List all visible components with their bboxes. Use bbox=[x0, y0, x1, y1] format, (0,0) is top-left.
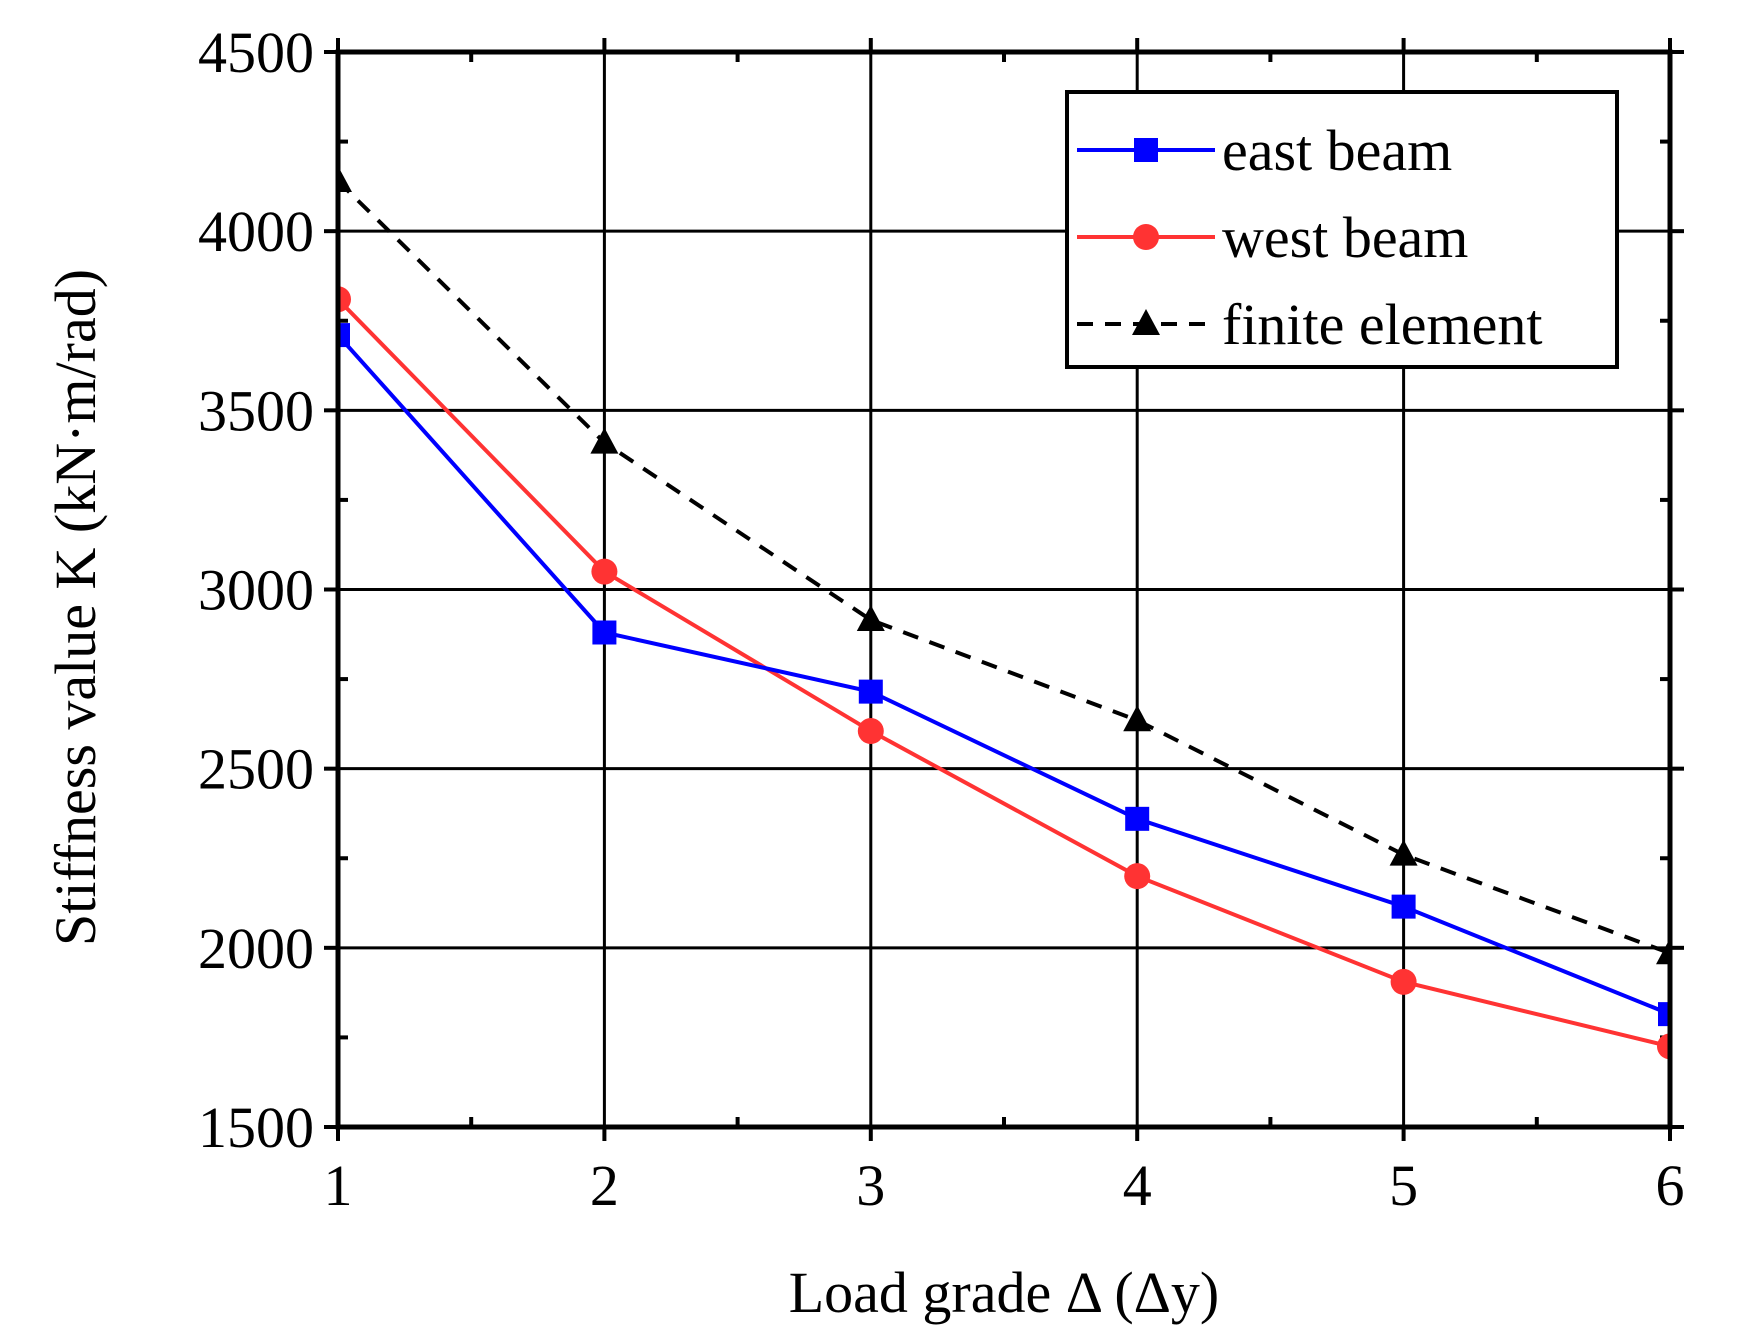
x-axis-title: Load grade Δ (Δy) bbox=[789, 1260, 1220, 1325]
legend-label: finite element bbox=[1222, 292, 1542, 357]
data-point bbox=[591, 558, 618, 585]
legend-marker bbox=[1134, 138, 1158, 162]
y-tick-label: 2000 bbox=[198, 916, 314, 981]
data-point bbox=[857, 718, 884, 745]
data-point bbox=[1658, 1002, 1670, 1027]
y-axis-title: Stiffness value K (kN·m/rad) bbox=[43, 269, 108, 946]
legend-entry: finite element bbox=[1077, 292, 1542, 357]
y-tick-labels: 1500 2000 2500 3000 3500 4000 4500 bbox=[198, 20, 314, 1160]
legend-label: west beam bbox=[1222, 205, 1468, 270]
data-point bbox=[1123, 705, 1152, 732]
y-tick-label: 2500 bbox=[198, 737, 314, 802]
data-point bbox=[1656, 938, 1670, 965]
y-tick-label: 1500 bbox=[198, 1095, 314, 1160]
legend-entry: west beam bbox=[1077, 205, 1468, 270]
data-point bbox=[338, 286, 351, 313]
data-point bbox=[338, 166, 352, 192]
series-line bbox=[338, 333, 1670, 1016]
series-east-beam bbox=[338, 323, 1670, 1027]
plot-series bbox=[338, 166, 1670, 1060]
x-tick-label: 2 bbox=[590, 1153, 619, 1218]
x-tick-label: 6 bbox=[1656, 1153, 1685, 1218]
x-tick-label: 3 bbox=[856, 1153, 885, 1218]
legend-entry: east beam bbox=[1077, 118, 1452, 183]
x-tick-label: 5 bbox=[1389, 1153, 1418, 1218]
x-tick-label: 4 bbox=[1123, 1153, 1152, 1218]
data-point bbox=[590, 427, 619, 454]
y-tick-label: 3500 bbox=[198, 378, 314, 443]
plot-frame bbox=[335, 49, 1673, 1130]
series-line bbox=[338, 297, 1670, 1049]
data-point bbox=[1125, 806, 1150, 831]
y-tick-label: 4000 bbox=[198, 199, 314, 264]
legend: east beam west beam finite element bbox=[1065, 90, 1619, 369]
data-point bbox=[1390, 968, 1417, 995]
x-tick-label: 1 bbox=[324, 1153, 353, 1218]
data-point bbox=[856, 604, 885, 631]
legend-box bbox=[1065, 90, 1619, 369]
series-finite-element bbox=[338, 166, 1670, 965]
legend-marker bbox=[1132, 309, 1160, 335]
data-point bbox=[1389, 839, 1418, 866]
y-tick-label: 3000 bbox=[198, 558, 314, 623]
data-point bbox=[858, 679, 883, 704]
legend-label: east beam bbox=[1222, 118, 1452, 183]
x-tick-labels: 1 2 3 4 5 6 bbox=[324, 1153, 1685, 1218]
data-point bbox=[1391, 894, 1416, 919]
data-point bbox=[592, 620, 617, 645]
data-point bbox=[1657, 1033, 1670, 1060]
series-line bbox=[338, 179, 1670, 956]
data-point bbox=[338, 323, 350, 348]
legend-marker bbox=[1133, 224, 1159, 250]
series-west-beam bbox=[338, 286, 1670, 1060]
y-tick-label: 4500 bbox=[198, 20, 314, 85]
data-point bbox=[1124, 863, 1151, 890]
